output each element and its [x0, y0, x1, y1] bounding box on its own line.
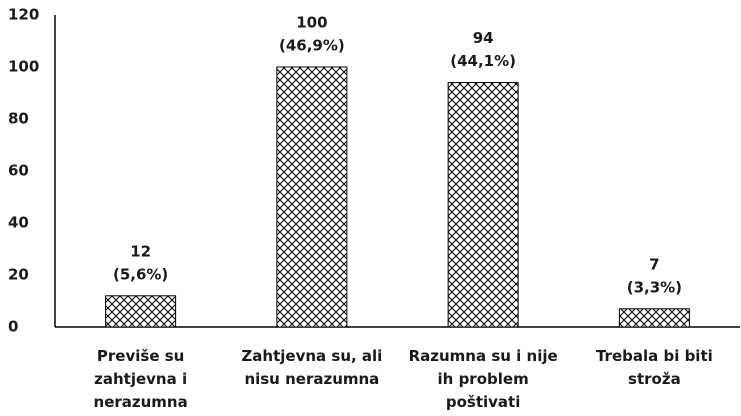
value-label: 94	[473, 29, 494, 47]
bar	[447, 82, 519, 328]
percent-label: (44,1%)	[450, 52, 516, 70]
y-tick-label: 20	[8, 266, 29, 284]
x-tick-label: Razumna su i nije ih problem poštivati	[408, 347, 558, 411]
value-label: 7	[649, 255, 659, 273]
x-tick-label: Previše su zahtjevna i nerazumna	[93, 347, 188, 411]
y-tick-label: 100	[8, 58, 39, 76]
percent-label: (3,3%)	[627, 278, 682, 296]
y-tick-label: 40	[8, 214, 29, 232]
value-label: 100	[296, 14, 327, 32]
value-label: 12	[130, 242, 151, 260]
x-tick-label: Trebala bi biti stroža	[595, 347, 713, 388]
bar	[276, 66, 348, 328]
y-tick-label: 80	[8, 110, 29, 128]
bar	[105, 295, 177, 328]
x-tick-label: Zahtjevna su, ali nisu nerazumna	[241, 347, 383, 388]
y-tick-label: 120	[8, 6, 39, 24]
y-tick-label: 0	[8, 318, 18, 336]
y-tick-label: 60	[8, 162, 29, 180]
percent-label: (5,6%)	[113, 265, 168, 283]
percent-label: (46,9%)	[279, 37, 345, 55]
bar	[618, 308, 690, 328]
